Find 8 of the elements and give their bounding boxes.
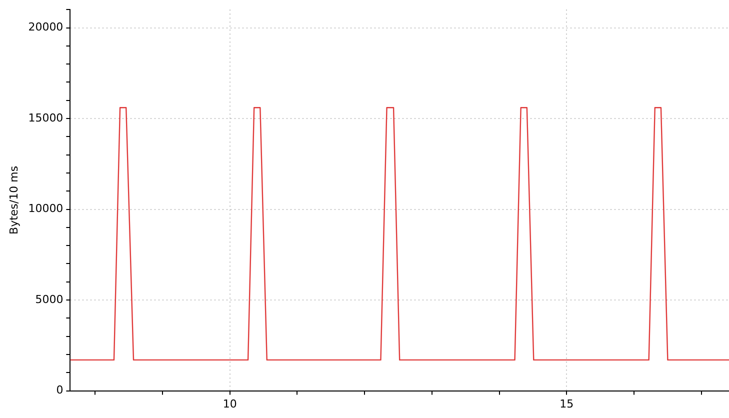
y-tick-label: 10000 <box>28 202 64 216</box>
y-tick-label: 15000 <box>28 111 64 124</box>
y-tick-label: 0 <box>56 384 64 397</box>
y-tick-label: 20000 <box>28 20 64 34</box>
x-tick-label: 15 <box>560 397 574 410</box>
x-tick-label: 10 <box>222 397 237 410</box>
y-tick-label: 5000 <box>35 292 64 306</box>
y-axis-title: Bytes/10 ms <box>7 166 20 234</box>
